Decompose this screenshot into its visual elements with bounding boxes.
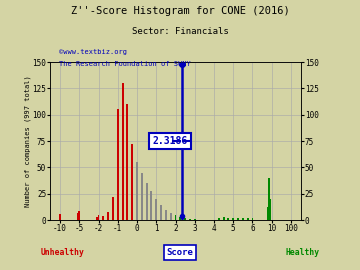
Bar <box>131 144 133 220</box>
Bar <box>194 219 196 220</box>
Text: Z''-Score Histogram for CONE (2016): Z''-Score Histogram for CONE (2016) <box>71 6 289 16</box>
Text: Healthy: Healthy <box>285 248 319 257</box>
Bar <box>175 215 176 220</box>
Bar <box>237 218 239 220</box>
Bar <box>59 214 61 220</box>
Text: The Research Foundation of SUNY: The Research Foundation of SUNY <box>59 61 191 67</box>
Bar <box>155 199 157 220</box>
Bar <box>107 212 109 220</box>
Bar <box>78 211 80 220</box>
Bar <box>126 104 129 220</box>
Bar <box>141 173 143 220</box>
Bar <box>96 217 98 220</box>
Bar <box>218 218 220 220</box>
Bar <box>77 213 79 220</box>
Y-axis label: Number of companies (997 total): Number of companies (997 total) <box>24 75 31 207</box>
Bar <box>136 162 138 220</box>
Bar <box>165 210 167 220</box>
Bar <box>267 207 269 220</box>
Text: Sector: Financials: Sector: Financials <box>132 27 228 36</box>
Bar <box>170 213 172 220</box>
Bar <box>117 110 119 220</box>
Bar <box>228 218 229 220</box>
Bar <box>146 183 148 220</box>
Bar <box>189 219 191 220</box>
Text: ©www.textbiz.org: ©www.textbiz.org <box>59 49 127 55</box>
Bar <box>247 218 249 220</box>
Bar <box>98 215 99 220</box>
Bar <box>270 199 271 220</box>
Text: Score: Score <box>167 248 193 257</box>
Bar <box>184 218 186 220</box>
Bar <box>179 217 181 220</box>
Text: Unhealthy: Unhealthy <box>41 248 85 257</box>
Bar <box>160 205 162 220</box>
Text: 2.3186: 2.3186 <box>152 136 188 146</box>
Bar <box>252 218 253 220</box>
Bar <box>102 216 104 220</box>
Bar <box>232 218 234 220</box>
Bar <box>222 217 225 220</box>
Bar <box>122 83 123 220</box>
Bar <box>242 218 244 220</box>
Bar <box>150 191 152 220</box>
Bar <box>112 197 114 220</box>
Bar <box>268 178 270 220</box>
